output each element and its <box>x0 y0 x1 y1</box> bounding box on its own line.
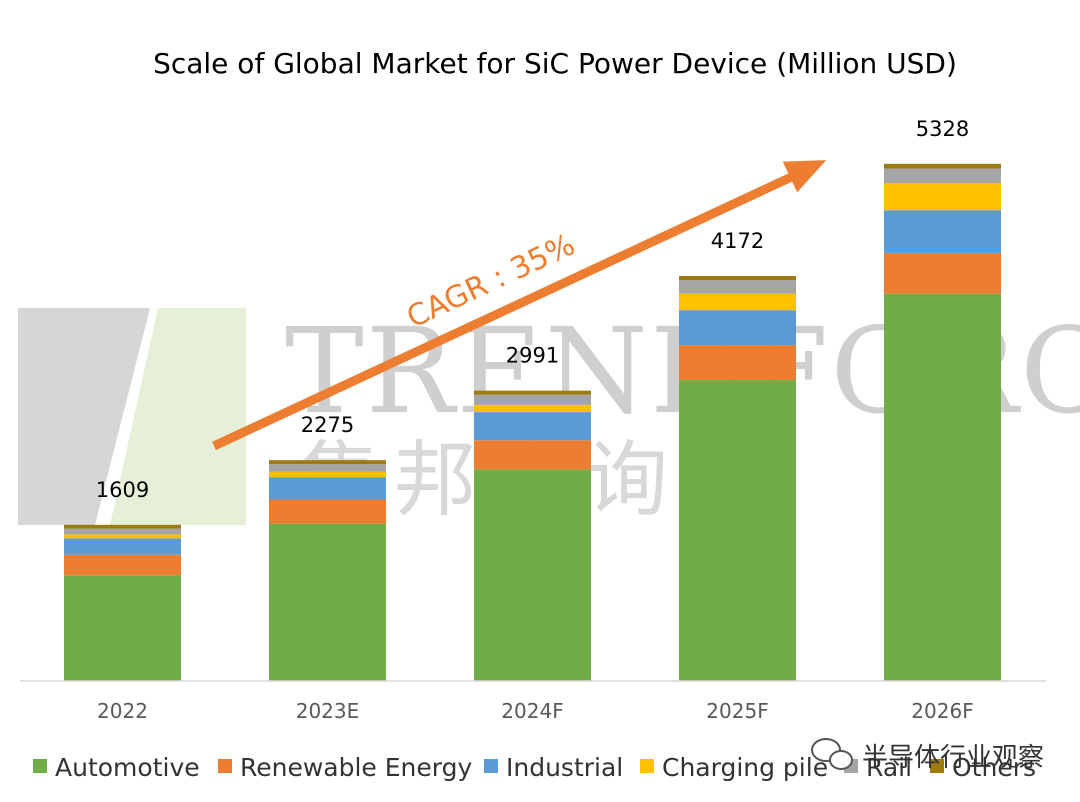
total-label: 4172 <box>711 229 764 253</box>
brand-overlay: 半导体行业观察 <box>862 743 1044 773</box>
bar-2024F-automotive <box>474 469 591 681</box>
bars-group <box>64 163 1001 681</box>
bar-2024F-others <box>474 390 591 395</box>
bar-2023E-renewable-energy <box>269 499 386 524</box>
bar-2022-automotive <box>64 575 181 681</box>
bar-2025F-renewable-energy <box>679 345 796 381</box>
trendforce-logo-green <box>110 308 246 525</box>
bar-2023E-automotive <box>269 523 386 681</box>
bar-2026F-others <box>884 163 1001 169</box>
bar-2025F-others <box>679 276 796 281</box>
bar-2022-charging-pile <box>64 534 181 539</box>
legend: Automotive Renewable Energy Industrial Char… <box>33 753 1036 782</box>
x-tick-label: 2024F <box>501 699 563 723</box>
legend-swatch <box>640 759 654 773</box>
trendforce-logo-gray <box>18 308 150 525</box>
total-label: 5328 <box>916 117 969 141</box>
bar-2024F-rail <box>474 394 591 405</box>
legend-swatch <box>484 759 498 773</box>
x-tick-labels: 2022 2023E 2024F 2025F 2026F <box>97 699 974 723</box>
cagr-arrow <box>212 160 827 451</box>
bar-2025F-charging-pile <box>679 293 796 311</box>
bar-2023E-others <box>269 460 386 465</box>
legend-label: Charging pile <box>662 753 828 782</box>
chart-title: Scale of Global Market for SiC Power Dev… <box>153 47 957 80</box>
bar-2026F-automotive <box>884 293 1001 681</box>
bar-2024F-renewable-energy <box>474 440 591 470</box>
legend-label: Industrial <box>506 753 623 782</box>
legend-label: Automotive <box>55 753 200 782</box>
legend-label: Renewable Energy <box>240 753 472 782</box>
bar-2026F-rail <box>884 168 1001 184</box>
bar-2023E-rail <box>269 464 386 472</box>
bar-2025F-industrial <box>679 310 796 346</box>
bar-2026F-charging-pile <box>884 183 1001 211</box>
bar-2026F-industrial <box>884 210 1001 253</box>
bar-2023E-industrial <box>269 477 386 500</box>
bar-2024F-charging-pile <box>474 404 591 413</box>
x-tick-label: 2026F <box>911 699 973 723</box>
wechat-icon <box>811 738 853 770</box>
legend-swatch <box>33 759 47 773</box>
legend-label: Rail <box>866 753 912 782</box>
bar-2022-others <box>64 524 181 529</box>
total-label: 2991 <box>506 344 559 368</box>
total-label: 1609 <box>96 478 149 502</box>
bar-2025F-rail <box>679 280 796 294</box>
legend-swatch <box>930 759 944 773</box>
total-labels: 1609 2275 2991 4172 5328 <box>96 117 969 502</box>
bar-2025F-automotive <box>679 380 796 681</box>
x-tick-label: 2022 <box>97 699 148 723</box>
x-tick-label: 2023E <box>296 699 360 723</box>
legend-swatch <box>218 759 232 773</box>
bar-2022-industrial <box>64 538 181 555</box>
bar-2022-renewable-energy <box>64 554 181 576</box>
cagr-arrow-shaft <box>212 168 802 451</box>
total-label: 2275 <box>301 413 354 437</box>
legend-label: Others <box>952 753 1036 782</box>
bar-2024F-industrial <box>474 412 591 441</box>
x-tick-label: 2025F <box>706 699 768 723</box>
cagr-arrow-head <box>782 160 827 193</box>
bar-2022-rail <box>64 528 181 535</box>
bar-2026F-renewable-energy <box>884 252 1001 294</box>
bar-2023E-charging-pile <box>269 471 386 478</box>
